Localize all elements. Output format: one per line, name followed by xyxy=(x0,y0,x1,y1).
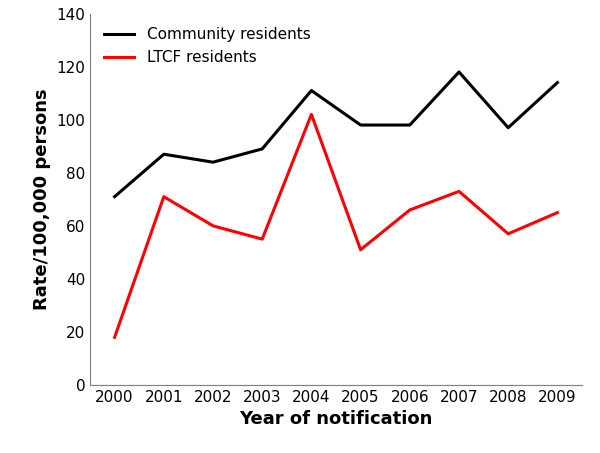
LTCF residents xyxy=(505,231,512,236)
LTCF residents xyxy=(259,236,266,242)
LTCF residents xyxy=(455,188,463,194)
LTCF residents xyxy=(357,247,364,252)
LTCF residents xyxy=(160,194,167,199)
Legend: Community residents, LTCF residents: Community residents, LTCF residents xyxy=(98,21,316,71)
Community residents xyxy=(554,80,561,85)
Community residents xyxy=(455,69,463,75)
Community residents xyxy=(259,146,266,152)
Community residents xyxy=(406,122,413,128)
Community residents xyxy=(308,88,315,93)
Community residents xyxy=(160,151,167,157)
Community residents xyxy=(357,122,364,128)
Community residents xyxy=(209,159,217,165)
LTCF residents xyxy=(111,335,118,340)
LTCF residents xyxy=(308,112,315,117)
Community residents xyxy=(505,125,512,130)
Line: LTCF residents: LTCF residents xyxy=(115,115,557,337)
Community residents xyxy=(111,194,118,199)
LTCF residents xyxy=(209,223,217,229)
X-axis label: Year of notification: Year of notification xyxy=(239,410,433,429)
LTCF residents xyxy=(406,207,413,212)
LTCF residents xyxy=(554,210,561,215)
Line: Community residents: Community residents xyxy=(115,72,557,197)
Y-axis label: Rate/100,000 persons: Rate/100,000 persons xyxy=(33,88,51,310)
